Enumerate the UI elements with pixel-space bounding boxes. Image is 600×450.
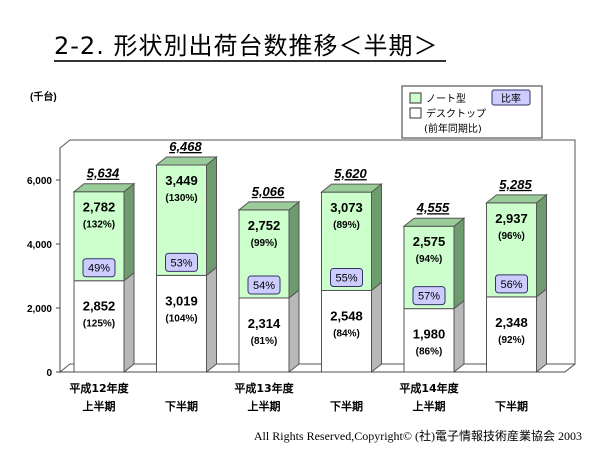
- x-category-year: 平成13年度: [234, 381, 294, 395]
- x-category-half: 下半期: [495, 399, 528, 413]
- legend-ratio-badge: [491, 89, 531, 106]
- legend-label-notebook: ノート型: [426, 92, 466, 105]
- notebook-value-label: 2,575: [413, 234, 446, 249]
- ratio-label: 56%: [500, 279, 522, 291]
- x-category-half: 上半期: [248, 399, 281, 413]
- ratio-label: 55%: [335, 272, 357, 284]
- bar-total-label: 6,468: [169, 139, 202, 154]
- notebook-value-label: 3,073: [330, 200, 363, 215]
- ratio-badge: [412, 286, 446, 306]
- bar-top: [402, 217, 466, 227]
- desktop-growth-label: (104%): [165, 313, 197, 324]
- y-tick-label: 0: [46, 368, 52, 379]
- bar-total-label: 4,555: [416, 200, 450, 215]
- x-category-half: 上半期: [413, 399, 446, 413]
- bar-top: [155, 156, 218, 166]
- desktop-value-label: 3,019: [165, 293, 198, 308]
- desktop-value-label: 2,852: [83, 299, 116, 314]
- legend-ratio-label: 比率: [501, 92, 521, 105]
- y-tick-label: 6,000: [27, 176, 52, 187]
- notebook-value-label: 3,449: [165, 173, 198, 188]
- bar-desktop-side: [206, 266, 217, 374]
- notebook-growth-label: (130%): [165, 193, 197, 204]
- notebook-growth-label: (96%): [498, 231, 525, 242]
- bar-desktop-side: [123, 271, 135, 374]
- bar-desktop-side: [453, 299, 465, 374]
- x-category-half: 下半期: [330, 399, 363, 413]
- copyright-footer: All Rights Reserved,Copyright© (社)電子情報技術…: [253, 429, 582, 443]
- bar-notebook-side: [371, 183, 382, 292]
- y-tick-label: 4,000: [27, 240, 52, 251]
- bar-total-label: 5,620: [334, 166, 367, 181]
- bar-top: [237, 201, 301, 211]
- bar-top: [320, 183, 383, 193]
- notebook-value-label: 2,937: [495, 211, 528, 226]
- legend-swatch-desktop: [409, 107, 422, 119]
- notebook-growth-label: (99%): [251, 238, 278, 249]
- ratio-badge: [495, 274, 528, 294]
- ratio-badge: [247, 275, 281, 295]
- bar-notebook-side: [123, 182, 135, 282]
- desktop-growth-label: (81%): [251, 336, 278, 347]
- desktop-growth-label: (125%): [83, 319, 115, 330]
- bar-notebook-side: [453, 217, 465, 310]
- y-axis-unit: (千台): [30, 90, 57, 103]
- x-category-year: 平成14年度: [399, 381, 459, 395]
- ratio-label: 54%: [253, 280, 275, 292]
- bar-top: [485, 194, 548, 204]
- notebook-growth-label: (89%): [333, 220, 360, 231]
- bar-desktop: [73, 280, 125, 373]
- bar-notebook-side: [288, 200, 300, 299]
- notebook-value-label: 2,752: [248, 218, 281, 233]
- legend-label-desktop: デスクトップ: [426, 107, 486, 120]
- desktop-growth-label: (84%): [333, 328, 360, 339]
- bar-desktop: [156, 274, 207, 373]
- bar-desktop-side: [536, 287, 547, 374]
- x-category-half: 上半期: [83, 399, 116, 413]
- y-tick-label: 2,000: [27, 304, 52, 315]
- x-category-year: 平成12年度: [69, 381, 129, 395]
- bar-notebook-side: [206, 155, 217, 277]
- ratio-label: 49%: [88, 263, 110, 275]
- x-category-half: 下半期: [165, 399, 198, 413]
- desktop-value-label: 1,980: [413, 327, 446, 342]
- desktop-value-label: 2,348: [495, 315, 528, 330]
- notebook-value-label: 2,782: [83, 200, 116, 215]
- desktop-growth-label: (86%): [416, 347, 443, 358]
- ratio-label: 53%: [170, 257, 192, 269]
- notebook-growth-label: (132%): [83, 220, 115, 231]
- ratio-label: 57%: [418, 291, 440, 303]
- bar-total-label: 5,634: [87, 166, 120, 181]
- title-underline: [54, 60, 446, 62]
- floor-edge: [564, 363, 576, 373]
- ratio-badge: [82, 258, 116, 278]
- page-title: 2-2. 形状別出荷台数推移＜半期＞: [54, 32, 439, 60]
- bar-notebook-side: [536, 193, 547, 298]
- desktop-growth-label: (92%): [498, 335, 525, 346]
- legend-swatch-notebook: [409, 92, 422, 104]
- bar-desktop: [403, 308, 455, 373]
- ratio-badge: [330, 267, 363, 287]
- bar-desktop: [486, 296, 537, 373]
- bar-top: [72, 183, 136, 193]
- bar-desktop-side: [371, 281, 382, 374]
- desktop-value-label: 2,548: [330, 308, 363, 323]
- ratio-badge: [165, 252, 198, 272]
- legend-note: (前年同期比): [424, 122, 482, 135]
- notebook-growth-label: (94%): [416, 254, 443, 265]
- bar-desktop-side: [288, 288, 300, 374]
- bar-total-label: 5,066: [252, 184, 285, 199]
- bar-total-label: 5,285: [499, 177, 532, 192]
- desktop-value-label: 2,314: [248, 316, 281, 331]
